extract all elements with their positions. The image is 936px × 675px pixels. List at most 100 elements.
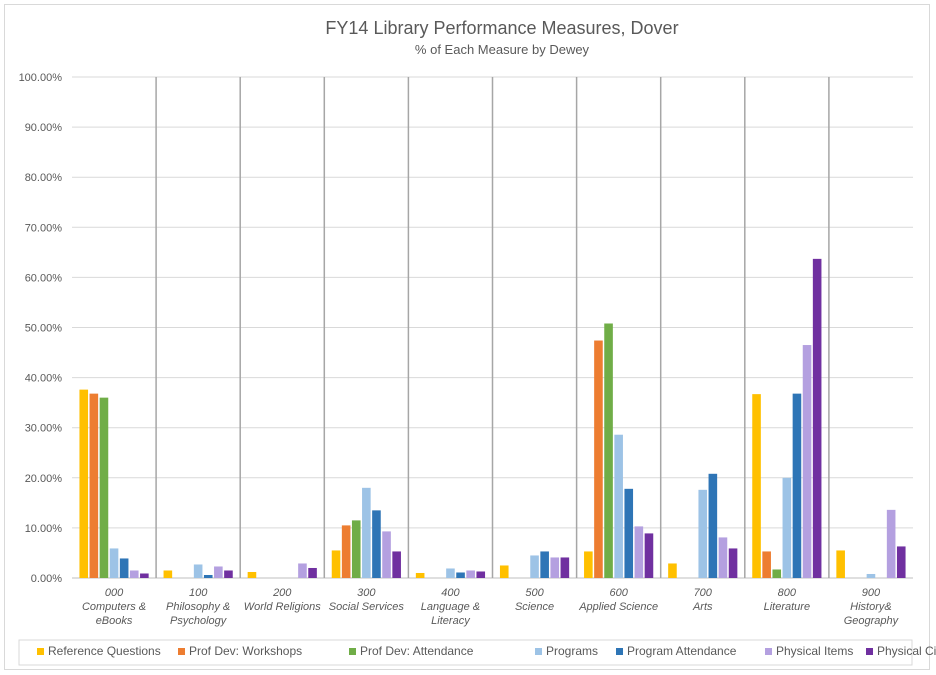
bar-reference-questions-400 — [415, 572, 425, 578]
bar-physical-circulation-300 — [392, 551, 401, 578]
x-tick-label: Geography — [844, 615, 900, 627]
x-tick-label: eBooks — [96, 615, 133, 627]
bar-programs-700 — [698, 489, 708, 578]
x-tick-label: Literacy — [431, 615, 471, 627]
bar-prof-dev-workshops-300 — [341, 525, 351, 578]
bar-reference-questions-600 — [584, 551, 593, 578]
bar-programs-900 — [866, 573, 876, 578]
legend-swatch — [535, 648, 542, 655]
bar-physical-circulation-000 — [140, 573, 149, 578]
bar-program-attendance-500 — [540, 551, 549, 578]
x-tick-label: Arts — [692, 601, 713, 613]
bar-physical-items-200 — [298, 563, 307, 578]
x-tick-label: 000 — [105, 587, 124, 599]
bar-prof-dev-workshops-800 — [762, 551, 771, 578]
bar-program-attendance-600 — [624, 488, 634, 578]
x-tick-label: 300 — [357, 587, 376, 599]
bar-reference-questions-200 — [247, 571, 257, 578]
y-tick-label: 40.00% — [25, 373, 63, 385]
bar-physical-circulation-800 — [812, 258, 822, 578]
bar-reference-questions-700 — [668, 563, 677, 578]
x-axis-ticks: 000 Computers & eBooks 100 Philosophy & Psych… — [82, 587, 900, 627]
chart-frame — [4, 4, 930, 670]
bar-program-attendance-700 — [708, 473, 718, 578]
bars — [79, 258, 906, 578]
bar-reference-questions-900 — [836, 550, 845, 578]
legend-label: Programs — [546, 644, 598, 658]
x-tick-label: 800 — [778, 587, 797, 599]
x-tick-label: Computers & — [82, 601, 146, 613]
bar-prof-dev-attendance-000 — [99, 397, 109, 578]
x-tick-label: Psychology — [170, 615, 228, 627]
chart-title: FY14 Library Performance Measures, Dover — [325, 18, 678, 38]
bar-physical-items-900 — [886, 509, 896, 578]
legend-swatch — [616, 648, 623, 655]
chart-subtitle: % of Each Measure by Dewey — [415, 42, 590, 57]
y-tick-label: 100.00% — [19, 72, 63, 84]
x-tick-label: History& — [850, 601, 892, 613]
legend-swatch — [349, 648, 356, 655]
bar-prof-dev-workshops-600 — [594, 340, 603, 578]
x-tick-label: Social Services — [329, 601, 405, 613]
bar-prof-dev-attendance-600 — [604, 323, 613, 578]
y-tick-label: 30.00% — [25, 423, 63, 435]
legend-swatch — [178, 648, 185, 655]
category-separators — [155, 77, 830, 578]
bar-program-attendance-100 — [203, 574, 213, 578]
y-tick-label: 0.00% — [31, 573, 62, 585]
bar-programs-800 — [782, 477, 792, 578]
y-tick-label: 50.00% — [25, 323, 63, 335]
bar-reference-questions-300 — [331, 550, 341, 578]
x-tick-label: 500 — [525, 587, 544, 599]
bar-reference-questions-500 — [499, 565, 509, 578]
legend-label: Prof Dev: Workshops — [189, 644, 302, 658]
y-tick-label: 20.00% — [25, 473, 63, 485]
bar-programs-000 — [109, 548, 119, 578]
bar-physical-circulation-500 — [560, 557, 570, 578]
bar-physical-circulation-900 — [896, 546, 906, 578]
bar-programs-300 — [362, 487, 371, 578]
legend-label: Physical Circulation — [877, 644, 936, 658]
bar-physical-circulation-400 — [476, 571, 486, 578]
bar-reference-questions-800 — [752, 394, 761, 578]
x-tick-label: 100 — [189, 587, 208, 599]
x-tick-label: Literature — [764, 601, 810, 613]
bar-physical-items-100 — [214, 566, 223, 578]
legend: Reference Questions Prof Dev: Workshops Pr… — [37, 644, 936, 658]
y-tick-label: 90.00% — [25, 122, 63, 134]
bar-physical-circulation-600 — [644, 533, 654, 578]
x-tick-label: 400 — [441, 587, 460, 599]
x-tick-label: 200 — [272, 587, 292, 599]
bar-program-attendance-000 — [119, 558, 129, 578]
legend-label: Physical Items — [776, 644, 853, 658]
bar-programs-400 — [446, 568, 455, 578]
bar-program-attendance-400 — [456, 572, 465, 578]
y-tick-label: 80.00% — [25, 172, 63, 184]
x-tick-label: 700 — [694, 587, 713, 599]
bar-prof-dev-workshops-000 — [89, 393, 99, 578]
bar-programs-100 — [193, 564, 203, 578]
x-tick-label: Science — [515, 601, 554, 613]
bar-physical-circulation-200 — [308, 567, 317, 578]
bar-physical-items-700 — [718, 537, 728, 578]
legend-box — [18, 639, 913, 666]
y-tick-label: 60.00% — [25, 272, 63, 284]
legend-label: Prof Dev: Attendance — [360, 644, 474, 658]
bar-reference-questions-100 — [163, 570, 173, 578]
bar-physical-circulation-100 — [224, 570, 233, 578]
y-axis-ticks: 0.00% 10.00% 20.00% 30.00% 40.00% 50.00% 60.00… — [19, 72, 63, 585]
legend-label: Program Attendance — [627, 644, 737, 658]
bar-physical-items-600 — [634, 526, 644, 578]
y-tick-label: 70.00% — [25, 222, 63, 234]
bar-physical-circulation-700 — [728, 548, 738, 578]
bar-programs-500 — [530, 555, 539, 578]
bar-physical-items-400 — [466, 570, 475, 578]
x-tick-label: Philosophy & — [166, 601, 230, 613]
x-tick-label: World Religions — [244, 601, 322, 613]
y-tick-label: 10.00% — [25, 523, 63, 535]
bar-reference-questions-000 — [79, 389, 89, 578]
bar-prof-dev-attendance-300 — [351, 520, 361, 578]
bar-physical-items-500 — [550, 557, 560, 578]
x-tick-label: Applied Science — [578, 601, 658, 613]
